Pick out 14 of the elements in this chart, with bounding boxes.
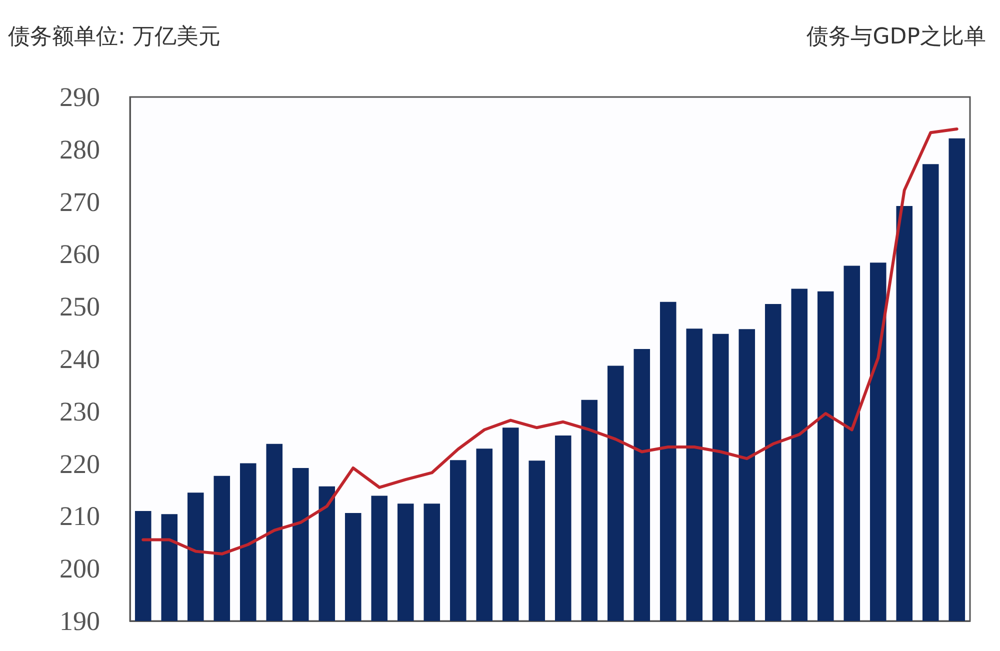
y-tick-label: 250 — [60, 292, 100, 322]
y-tick-label: 240 — [60, 344, 100, 374]
y-tick-label: 280 — [60, 134, 100, 164]
line-series — [142, 127, 958, 556]
y-tick-label: 210 — [60, 501, 100, 532]
y-tick-label: 230 — [60, 396, 100, 426]
y2-axis-title: 债务与GDP之比单 — [806, 24, 986, 50]
y-tick-label: 260 — [60, 239, 100, 270]
y-tick-label: 290 — [60, 82, 100, 112]
y-tick-label: 190 — [60, 606, 100, 636]
y-tick-label: 220 — [60, 448, 100, 479]
y-axis-title: 债务额单位: 万亿美元 — [8, 24, 220, 50]
y-tick-label: 200 — [60, 554, 100, 584]
y-tick-label: 270 — [60, 186, 100, 217]
